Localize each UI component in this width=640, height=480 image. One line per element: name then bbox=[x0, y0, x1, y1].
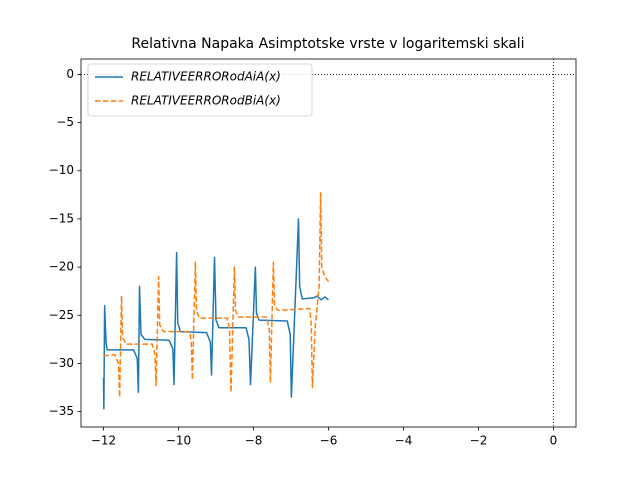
data-line bbox=[102, 218, 329, 410]
x-tick-label: 0 bbox=[550, 434, 558, 448]
data-line bbox=[103, 192, 330, 398]
x-tick-label: −4 bbox=[395, 434, 413, 448]
y-tick-label: −25 bbox=[49, 308, 74, 322]
y-tick-label: −15 bbox=[49, 211, 74, 225]
x-tick-label: −6 bbox=[320, 434, 338, 448]
y-tick-label: 0 bbox=[66, 67, 74, 81]
legend-label: RELATIVEERRORodAiA(x) bbox=[131, 70, 281, 84]
y-tick-label: −5 bbox=[56, 115, 74, 129]
y-tick-label: −35 bbox=[49, 404, 74, 418]
y-tick-label: −20 bbox=[49, 260, 74, 274]
chart-title: Relativna Napaka Asimptotske vrste v log… bbox=[131, 36, 524, 52]
legend-box bbox=[87, 63, 313, 117]
x-tick-label: −2 bbox=[470, 434, 488, 448]
legend-label: RELATIVEERRORodBiA(x) bbox=[131, 94, 281, 108]
x-tick-label: −10 bbox=[166, 434, 191, 448]
y-tick-label: −10 bbox=[49, 163, 74, 177]
x-tick-label: −12 bbox=[91, 434, 116, 448]
legend: RELATIVEERRORodAiA(x) RELATIVEERRORodBiA(… bbox=[87, 63, 313, 117]
y-tick-label: −30 bbox=[49, 356, 74, 370]
x-tick-label: −8 bbox=[245, 434, 263, 448]
